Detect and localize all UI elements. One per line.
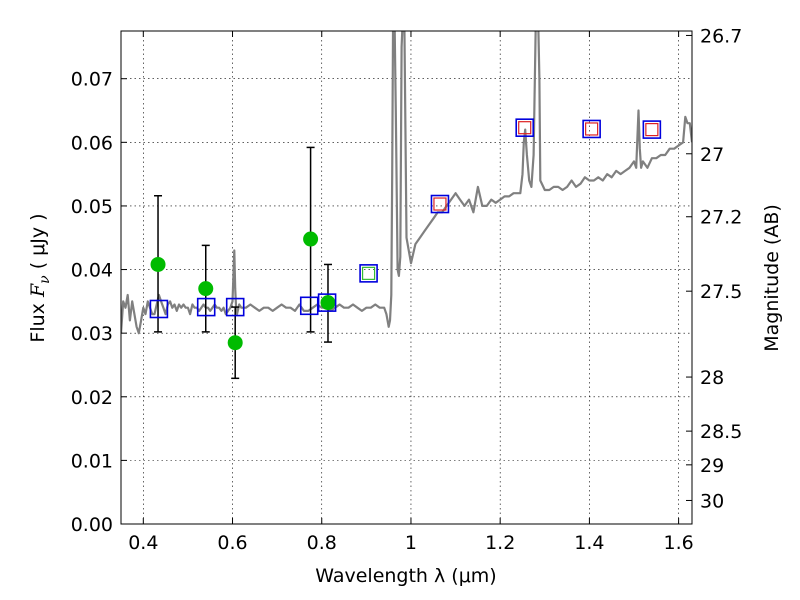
x-tick-label: 0.6 <box>217 532 247 554</box>
model-photometry-square <box>225 297 245 317</box>
model-photometry-square <box>317 293 337 312</box>
y-tick-label: 0.00 <box>71 514 113 536</box>
model-photometry-square <box>149 299 169 319</box>
y2-axis-title: Magnitude (AB) <box>761 204 783 352</box>
y2-tick-label: 27.5 <box>700 281 742 303</box>
observed-point <box>227 335 243 351</box>
predicted-inner-square <box>645 122 659 137</box>
y2-tick-label: 27 <box>700 144 724 166</box>
y-tick-label: 0.02 <box>71 387 113 409</box>
x-tick-label: 0.4 <box>128 532 158 554</box>
model-photometry-square <box>359 264 378 283</box>
y2-tick-label: 28.5 <box>700 421 742 443</box>
predicted-inner-square <box>518 121 532 135</box>
y-axis-title-symbol: F <box>27 283 49 298</box>
x-tick-label: 1.6 <box>664 532 694 554</box>
x-tick-label: 1.4 <box>574 532 604 554</box>
y-tick-label: 0.04 <box>71 260 113 282</box>
y-tick-label: 0.07 <box>71 69 113 91</box>
grid <box>121 31 692 524</box>
model-photometry-square <box>642 120 662 139</box>
model-spectrum-line <box>121 31 692 335</box>
observed-point <box>303 231 319 247</box>
x-tick-label: 0.8 <box>307 532 337 554</box>
model-photometry-square <box>582 119 601 139</box>
observed-point <box>198 281 214 297</box>
model-photometry-square <box>515 118 535 137</box>
x-axis-title: Wavelength λ (μm) <box>315 565 496 587</box>
y2-tick-label: 28 <box>700 367 724 389</box>
predicted-inner-square <box>585 122 599 136</box>
y2-tick-label: 26.7 <box>700 25 742 47</box>
y-axis-title-suffix: ( μJy ) <box>27 213 49 275</box>
y-tick-label: 0.01 <box>71 450 113 472</box>
plot-frame <box>120 30 693 525</box>
y-axis-title-prefix: Flux <box>27 297 49 343</box>
y2-tick-label: 30 <box>700 490 724 512</box>
y-axis-title-subscript: ν <box>37 275 53 284</box>
y2-tick-label: 27.2 <box>700 207 742 229</box>
y-tick-label: 0.03 <box>71 323 113 345</box>
observed-point-layer <box>150 231 336 351</box>
predicted-inner-square <box>433 197 447 211</box>
model-spectrum-layer <box>121 31 692 335</box>
model-photometry-square <box>299 296 319 316</box>
observed-point <box>320 295 336 311</box>
tick-layer: 0.4 0.6 0.8 1 1.2 1.4 1.6 0.00 0.01 0.02 0.03 0.04 0… <box>71 25 743 554</box>
x-tick-label: 1.2 <box>485 532 515 554</box>
observed-point <box>150 256 166 272</box>
y-tick-label: 0.06 <box>71 132 113 154</box>
model-photometry-square <box>430 194 450 214</box>
model-square-layer <box>149 118 662 319</box>
x-tick-label: 1 <box>405 532 417 554</box>
model-photometry-square <box>196 297 216 317</box>
y-axis-title: Flux Fν ( μJy ) <box>27 213 53 342</box>
predicted-inner-square <box>361 266 376 280</box>
y2-tick-label: 29 <box>700 455 724 477</box>
plot-background <box>121 31 692 524</box>
y-tick-label: 0.05 <box>71 196 113 218</box>
